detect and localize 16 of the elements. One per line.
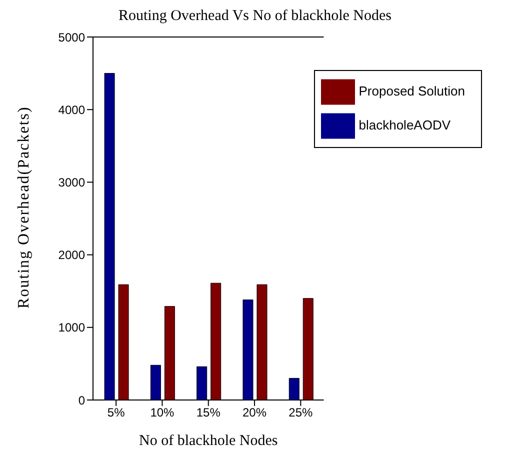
legend-label: Proposed Solution (358, 83, 465, 98)
y-tick-label: 4000 (58, 102, 86, 117)
x-tick-label: 5% (107, 406, 126, 420)
y-tick-label: 5000 (58, 30, 86, 44)
y-tick-label: 0 (78, 393, 86, 408)
x-tick-label: 25% (288, 406, 314, 420)
y-tick-label: 3000 (58, 175, 86, 190)
y-tick-label: 2000 (58, 248, 86, 262)
chart-title: Routing Overhead Vs No of blackhole Nodes (117, 8, 392, 25)
x-axis-title: No of blackhole Nodes (139, 433, 278, 449)
y-tick-label: 1000 (58, 320, 86, 335)
legend-label: blackholeAODV (358, 117, 451, 132)
y-axis-title: Routing Overhead(Packets) (16, 106, 33, 308)
x-tick-label: 10% (150, 406, 175, 420)
x-tick-label: 20% (242, 406, 267, 420)
x-tick-label: 15% (196, 406, 221, 420)
